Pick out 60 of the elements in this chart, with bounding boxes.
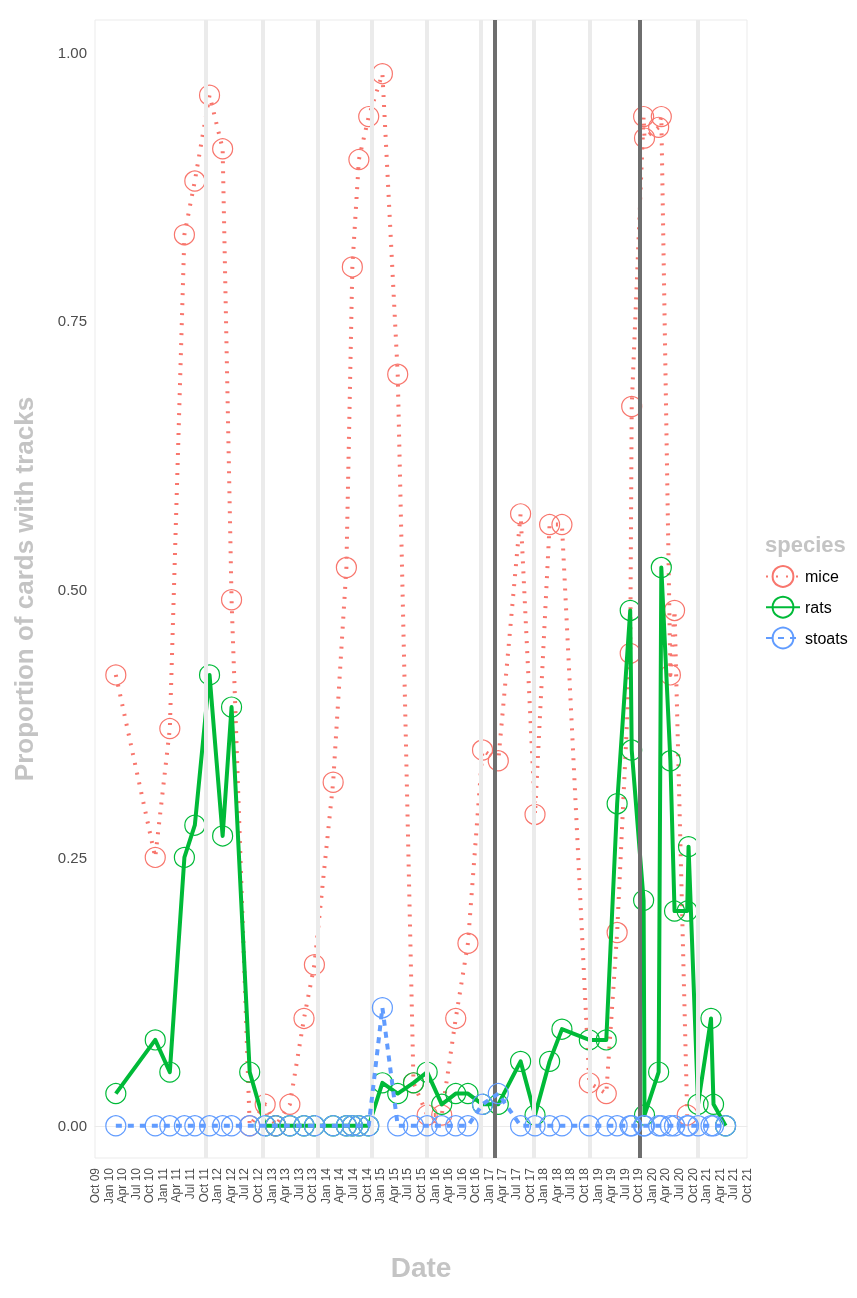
x-tick-label: Jan 16 [427, 1167, 442, 1205]
x-tick-label: Apr 15 [386, 1167, 401, 1204]
x-tick-label: Jul 14 [345, 1167, 360, 1201]
x-tick-label: Apr 18 [549, 1167, 564, 1204]
x-tick-label: Apr 11 [169, 1167, 184, 1203]
x-tick-label: Jul 16 [454, 1167, 469, 1201]
x-tick-label: Oct 13 [305, 1167, 320, 1204]
x-tick-label: Oct 21 [740, 1167, 754, 1204]
x-tick-label: Jul 15 [400, 1167, 415, 1201]
x-tick-label: Jan 20 [644, 1167, 659, 1205]
x-tick-label: Jul 20 [672, 1167, 687, 1201]
x-tick-label: Jul 17 [508, 1167, 523, 1201]
x-tick-label: Apr 21 [712, 1167, 727, 1204]
x-axis-title: Date [390, 1251, 452, 1283]
x-tick-label: Jul 11 [182, 1167, 197, 1200]
x-tick-label: Jan 12 [210, 1167, 225, 1205]
x-tick-label: Apr 19 [604, 1167, 619, 1204]
x-tick-label: Jan 13 [264, 1167, 279, 1205]
legend-label: mice [805, 567, 839, 585]
x-tick-label: Oct 16 [468, 1167, 483, 1204]
legend-label: rats [805, 598, 832, 616]
y-tick-label: 0.50 [57, 580, 87, 598]
y-tick-label: 0.75 [57, 312, 87, 330]
y-axis-title: Proportion of cards with tracks [9, 396, 39, 782]
x-tick-label: Apr 10 [115, 1167, 130, 1204]
y-tick-label: 1.00 [57, 43, 87, 61]
x-tick-label: Oct 12 [251, 1167, 266, 1204]
x-tick-label: Apr 12 [223, 1167, 238, 1204]
x-tick-label: Jul 13 [291, 1167, 306, 1201]
x-tick-label: Oct 15 [413, 1167, 428, 1204]
x-tick-label: Apr 13 [278, 1167, 293, 1204]
x-tick-label: Jul 21 [726, 1167, 741, 1201]
x-tick-label: Jan 11 [155, 1167, 170, 1204]
x-tick-label: Jan 14 [319, 1167, 334, 1205]
x-tick-label: Jan 15 [373, 1167, 388, 1205]
x-tick-label: Jul 19 [617, 1167, 632, 1201]
x-tick-label: Oct 18 [576, 1167, 591, 1204]
x-tick-label: Oct 11 [196, 1167, 211, 1203]
x-tick-label: Jan 17 [482, 1167, 497, 1205]
legend-label: stoats [805, 629, 848, 647]
x-tick-label: Jan 10 [101, 1167, 116, 1205]
x-tick-label: Oct 09 [88, 1167, 102, 1204]
x-tick-label: Jan 19 [590, 1167, 605, 1205]
x-tick-label: Jul 18 [563, 1167, 578, 1201]
x-tick-label: Oct 19 [631, 1167, 646, 1204]
x-tick-label: Apr 17 [495, 1167, 510, 1204]
x-tick-label: Oct 14 [359, 1167, 374, 1204]
x-tick-label: Jul 10 [128, 1167, 143, 1201]
x-tick-label: Apr 14 [332, 1167, 347, 1204]
x-tick-label: Jan 18 [536, 1167, 551, 1205]
x-tick-label: Apr 16 [441, 1167, 456, 1204]
y-tick-label: 0.00 [57, 1117, 87, 1135]
x-tick-label: Jul 12 [237, 1167, 252, 1201]
x-tick-label: Jan 21 [699, 1167, 714, 1205]
y-tick-label: 0.25 [57, 848, 87, 866]
legend-title: species [765, 531, 846, 557]
x-tick-label: Oct 17 [522, 1167, 537, 1204]
x-tick-label: Oct 20 [685, 1167, 700, 1204]
x-tick-label: Apr 20 [658, 1167, 673, 1204]
x-tick-label: Oct 10 [142, 1167, 157, 1204]
